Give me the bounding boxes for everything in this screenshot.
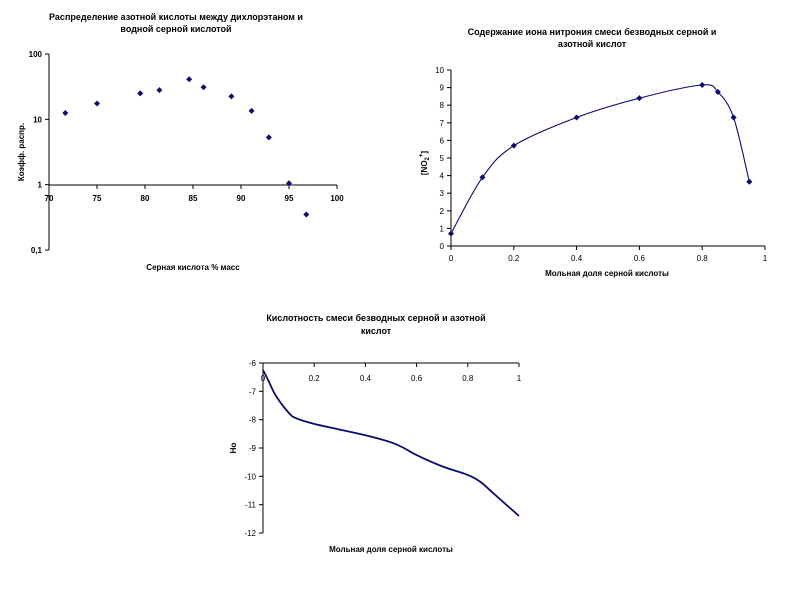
chart1-data-point: [265, 134, 272, 141]
chart2-x-tick-label: 0.4: [571, 254, 583, 263]
chart-nitronium: Содержание иона нитрония смеси безводных…: [419, 27, 768, 278]
chart2-series-line: [450, 84, 750, 234]
chart1-data-point: [186, 76, 193, 83]
chart1-data-point: [248, 107, 255, 114]
chart3-y-tick-label: -8: [249, 416, 257, 425]
chart3-y-tick-label: -6: [249, 359, 257, 368]
chart2-y-tick-label: 9: [440, 84, 445, 93]
chart1-data-point: [62, 110, 69, 117]
chart2-title-line1: Содержание иона нитрония смеси безводных…: [468, 27, 717, 37]
chart3-y-tick-label: -12: [244, 529, 256, 538]
chart3-x-tick-label: 0.6: [411, 374, 423, 383]
chart2-data-point: [510, 142, 517, 149]
chart1-data-point: [94, 100, 100, 107]
chart2-y-tick-label: 8: [440, 101, 445, 110]
chart3-title-line2: кислот: [361, 326, 392, 336]
chart3-y-tick-label: -10: [244, 472, 256, 481]
chart2-data-point: [746, 178, 753, 185]
chart2-y-tick-label: 4: [440, 172, 445, 181]
chart3-x-tick-label: 0.4: [360, 374, 372, 383]
chart2-data-point: [573, 114, 580, 121]
chart2-y-tick-label: 3: [440, 189, 445, 198]
chart2-data-point: [479, 174, 486, 181]
chart1-x-tick-label: 95: [285, 194, 294, 203]
chart3-series-line: [262, 369, 520, 517]
chart1-data-point: [137, 90, 144, 97]
chart1-x-tick-label: 75: [93, 194, 102, 203]
chart2-y-label-main: [NO: [420, 160, 429, 175]
chart2-y-label-end: ]: [420, 151, 429, 154]
chart-acidity: Кислотность смеси безводных серной и азо…: [229, 313, 522, 554]
chart3-y-tick-label: -7: [249, 387, 257, 396]
chart1-title-line2: водной серной кислотой: [120, 24, 231, 34]
chart3-y-tick-label: -11: [245, 501, 257, 510]
chart2-x-tick-label: 0.8: [697, 254, 709, 263]
chart2-title-line2: азотной кислот: [558, 39, 627, 49]
chart2-data-point: [448, 230, 454, 237]
chart3-title-line1: Кислотность смеси безводных серной и азо…: [266, 313, 485, 323]
chart3-y-tick-label: -9: [249, 444, 257, 453]
chart1-y-tick-label: 100: [29, 50, 43, 59]
chart1-x-tick-label: 70: [45, 194, 54, 203]
chart2-data-point: [699, 81, 706, 88]
chart2-y-tick-label: 5: [440, 154, 445, 163]
chart2-x-tick-label: 1: [763, 254, 768, 263]
chart1-y-tick-label: 0,1: [31, 246, 43, 255]
chart2-x-tick-label: 0: [449, 254, 454, 263]
chart2-y-tick-label: 10: [435, 66, 444, 75]
chart2-y-label-sub: 2: [425, 156, 431, 160]
chart3-x-tick-label: 1: [517, 374, 522, 383]
chart1-data-point: [200, 84, 207, 91]
chart-distribution: Распределение азотной кислоты между дихл…: [17, 12, 344, 272]
chart2-y-tick-label: 0: [440, 242, 445, 251]
chart1-title-line1: Распределение азотной кислоты между дихл…: [49, 12, 303, 22]
chart2-y-label: [NO2+]: [419, 151, 431, 176]
chart2-x-tick-label: 0.2: [508, 254, 520, 263]
chart2-y-tick-label: 7: [440, 119, 445, 128]
chart1-y-tick-label: 1: [38, 181, 43, 190]
chart3-x-tick-label: 0.8: [462, 374, 474, 383]
chart2-data-point: [714, 89, 721, 95]
chart1-x-tick-label: 85: [189, 194, 198, 203]
chart2-y-tick-label: 1: [440, 224, 445, 233]
chart3-y-label: Ho: [229, 443, 238, 454]
chart3-x-tick-label: 0: [261, 374, 266, 383]
chart1-x-label: Серная кислота % масс: [146, 263, 240, 272]
chart2-data-point: [730, 114, 737, 121]
chart3-x-tick-label: 0.2: [309, 374, 321, 383]
chart1-y-tick-label: 10: [33, 115, 42, 124]
chart1-y-label: Коэфф. распр.: [17, 123, 26, 181]
chart2-y-tick-label: 6: [440, 136, 445, 145]
chart2-x-tick-label: 0.6: [634, 254, 646, 263]
chart2-y-label-sup: +: [419, 153, 425, 157]
chart3-x-label: Мольная доля серной кислоты: [329, 545, 453, 554]
chart2-y-tick-label: 2: [440, 207, 445, 216]
chart1-x-tick-label: 100: [330, 194, 344, 203]
chart1-x-tick-label: 90: [237, 194, 246, 203]
chart1-data-point: [228, 93, 235, 100]
chart1-x-tick-label: 80: [141, 194, 150, 203]
chart2-x-label: Мольная доля серной кислоты: [545, 269, 669, 278]
chart1-data-point: [156, 87, 163, 94]
chart1-data-point: [303, 211, 310, 218]
chart1-data-point: [286, 180, 292, 187]
chart2-data-point: [636, 95, 643, 102]
